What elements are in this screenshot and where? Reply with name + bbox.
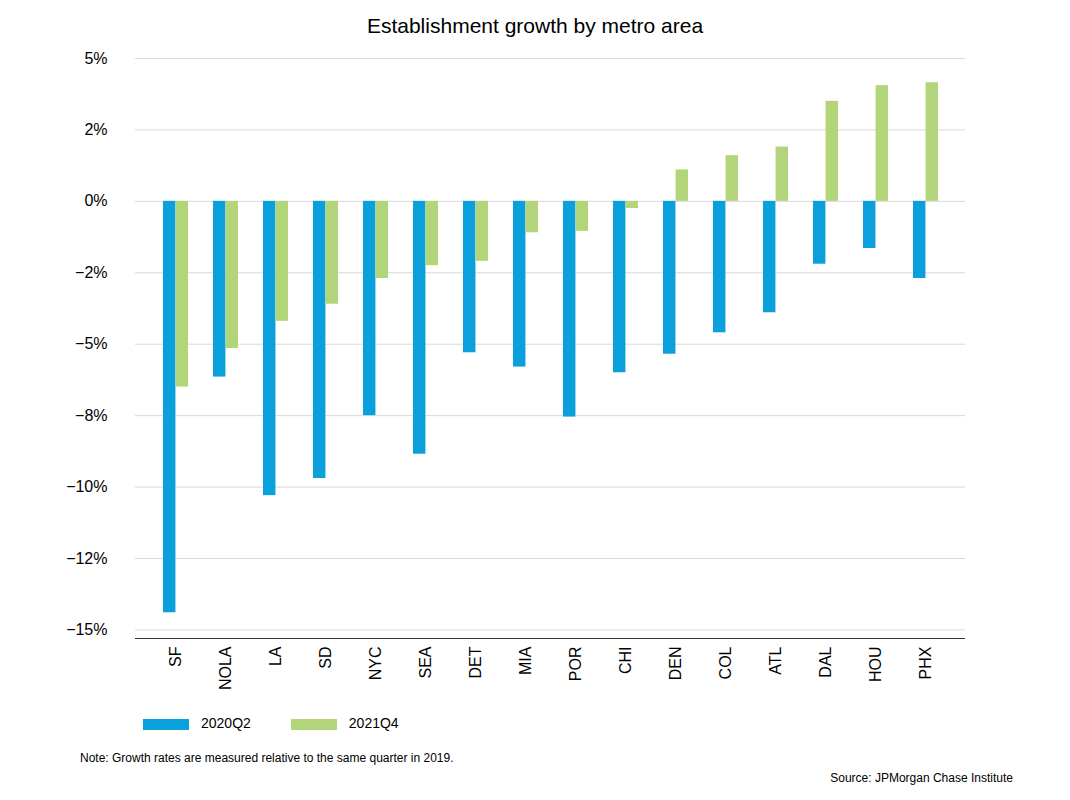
html-text:2021Q4: 2021Q4 bbox=[348, 715, 399, 731]
svg-text:−2%: −2% bbox=[75, 264, 107, 281]
svg-text:0%: 0% bbox=[84, 192, 107, 209]
svg-text:−15%: −15% bbox=[66, 621, 107, 638]
svg-text:2%: 2% bbox=[84, 121, 107, 138]
svg-text:HOU: HOU bbox=[867, 647, 884, 683]
svg-text:MIA: MIA bbox=[517, 646, 534, 675]
svg-text:−5%: −5% bbox=[75, 335, 107, 352]
svg-text:COL: COL bbox=[717, 646, 734, 679]
svg-text:ATL: ATL bbox=[767, 646, 784, 674]
svg-text:DEN: DEN bbox=[667, 647, 684, 681]
svg-text:POR: POR bbox=[567, 647, 584, 682]
svg-text:−8%: −8% bbox=[75, 407, 107, 424]
svg-text:NOLA: NOLA bbox=[217, 646, 234, 690]
svg-text:NYC: NYC bbox=[367, 647, 384, 681]
html-text:Note: Growth rates are measure: Note: Growth rates are measured relative… bbox=[80, 751, 454, 765]
svg-text:SD: SD bbox=[317, 647, 334, 669]
svg-text:LA: LA bbox=[267, 646, 284, 666]
html-text:Source: JPMorgan Chase Institu: Source: JPMorgan Chase Institute bbox=[830, 771, 1013, 785]
svg-text:DET: DET bbox=[467, 646, 484, 678]
svg-text:5%: 5% bbox=[84, 50, 107, 67]
svg-text:−10%: −10% bbox=[66, 478, 107, 495]
svg-text:SEA: SEA bbox=[417, 646, 434, 678]
html-text:2020Q2: 2020Q2 bbox=[201, 715, 251, 731]
svg-text:−12%: −12% bbox=[66, 550, 107, 567]
html-text:Establishment growth by metro: Establishment growth by metro area bbox=[366, 14, 704, 37]
svg-text:DAL: DAL bbox=[817, 646, 834, 677]
svg-text:PHX: PHX bbox=[917, 646, 934, 679]
svg-text:SF: SF bbox=[167, 646, 184, 667]
svg-text:CHI: CHI bbox=[617, 647, 634, 675]
